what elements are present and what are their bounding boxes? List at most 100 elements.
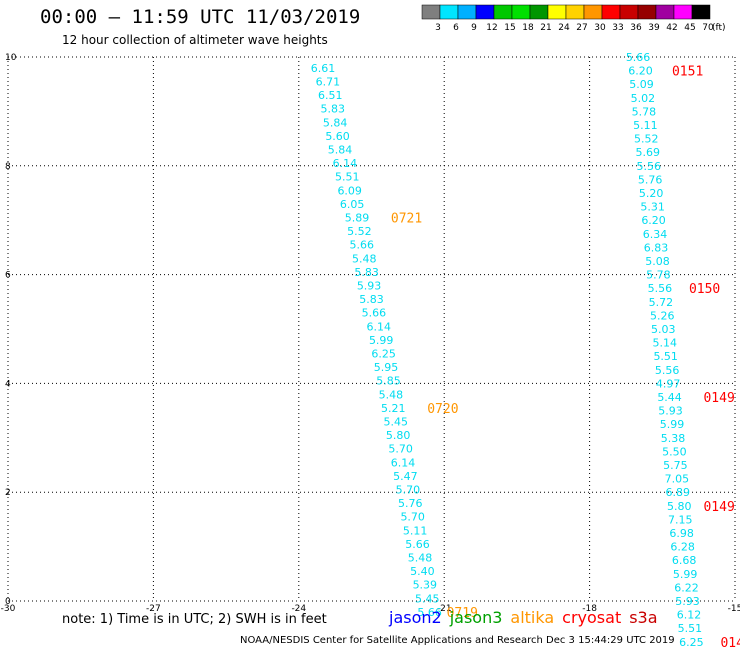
- wave-height-value: 5.50: [662, 445, 687, 458]
- wave-height-value: 6.25: [371, 347, 396, 360]
- colorbar-swatch: [583, 4, 603, 20]
- x-tick-label: -27: [146, 604, 161, 614]
- wave-height-value: 6.05: [340, 198, 365, 211]
- wave-height-value: 6.28: [670, 541, 695, 554]
- wave-height-value: 5.20: [639, 187, 664, 200]
- wave-height-value: 5.66: [405, 538, 430, 551]
- satellite-legend: jason2 jason3 altika cryosat s3a: [389, 608, 666, 627]
- wave-height-value: 5.60: [325, 130, 350, 143]
- wave-height-value: 5.39: [413, 579, 438, 592]
- wave-height-value: 5.38: [661, 432, 686, 445]
- wave-height-value: 5.72: [649, 296, 674, 309]
- colorbar-swatch: [601, 4, 621, 20]
- x-tick-label: -30: [1, 604, 16, 614]
- legend-s3a: s3a: [629, 608, 658, 627]
- wave-height-value: 5.48: [379, 388, 404, 401]
- wave-height-value: 5.85: [376, 375, 401, 388]
- colorbar-label: 39: [648, 23, 660, 33]
- colorbar-swatch: [619, 4, 639, 20]
- y-tick-label: 6: [5, 271, 11, 281]
- colorbar-label: 45: [684, 23, 695, 33]
- wave-height-value: 5.51: [653, 350, 678, 363]
- time-annotation: 0151: [672, 65, 703, 80]
- wave-height-value: 5.66: [626, 51, 651, 64]
- colorbar-label: 18: [522, 23, 534, 33]
- wave-height-value: 5.76: [638, 173, 663, 186]
- wave-height-value: 5.80: [667, 500, 692, 513]
- colorbar-label: 15: [504, 23, 515, 33]
- colorbar-swatch: [637, 4, 657, 20]
- wave-height-value: 5.51: [335, 171, 360, 184]
- y-tick-label: 0: [5, 597, 11, 607]
- colorbar-label: 30: [594, 23, 606, 33]
- colorbar-label: 3: [435, 23, 441, 33]
- page-title: 00:00 – 11:59 UTC 11/03/2019: [40, 6, 361, 28]
- wave-height-value: 5.93: [658, 405, 683, 418]
- wave-height-value: 5.84: [323, 116, 348, 129]
- wave-height-value: 5.48: [352, 252, 377, 265]
- wave-height-value: 6.25: [679, 636, 704, 649]
- wave-height-value: 6.71: [316, 75, 341, 88]
- colorbar: 3 6 9 12 15 18 21 24 27 30 33 36 39 42 45 70(ft): [421, 4, 726, 33]
- y-tick-label: 2: [5, 488, 11, 498]
- wave-height-value: 5.70: [396, 483, 421, 496]
- colorbar-label: 33: [612, 23, 623, 33]
- colorbar-label: 6: [453, 23, 459, 33]
- wave-height-value: 5.93: [357, 279, 382, 292]
- wave-height-value: 5.66: [417, 606, 442, 619]
- wave-height-value: 5.70: [400, 511, 425, 524]
- wave-height-value: 7.15: [668, 513, 693, 526]
- wave-height-value: 5.69: [636, 146, 661, 159]
- wave-height-value: 5.56: [636, 160, 661, 173]
- wave-height-value: 5.48: [408, 551, 433, 564]
- wave-height-value: 5.89: [345, 211, 370, 224]
- legend-jason3: jason3: [449, 608, 503, 627]
- wave-height-value: 5.70: [388, 443, 413, 456]
- x-tick-label: -24: [291, 604, 306, 614]
- wave-height-value: 5.56: [655, 364, 680, 377]
- y-tick-label: 4: [5, 379, 11, 389]
- colorbar-label: 21: [540, 23, 551, 33]
- wave-height-value: 5.83: [354, 266, 379, 279]
- footer-note: note: 1) Time is in UTC; 2) SWH is in fe…: [62, 612, 327, 627]
- wave-height-value: 5.78: [632, 105, 657, 118]
- wave-height-value: 6.14: [391, 456, 416, 469]
- wave-height-value: 5.52: [634, 133, 659, 146]
- legend-cryosat: cryosat: [562, 608, 622, 627]
- wave-height-value: 5.03: [651, 323, 676, 336]
- y-tick-label: 8: [5, 162, 11, 172]
- colorbar-label: 70: [702, 23, 714, 33]
- wave-height-value: 6.89: [666, 486, 691, 499]
- wave-height-value: 5.40: [410, 565, 435, 578]
- wave-height-value: 7.05: [665, 473, 690, 486]
- colorbar-unit: (ft): [712, 23, 726, 33]
- colorbar-swatch: [421, 4, 441, 20]
- wave-height-value: 5.99: [369, 334, 394, 347]
- colorbar-label: 42: [666, 23, 677, 33]
- wave-height-value: 6.51: [318, 89, 343, 102]
- legend-jason2: jason2: [389, 608, 442, 627]
- colorbar-label: 12: [486, 23, 497, 33]
- colorbar-label: 24: [558, 23, 570, 33]
- legend-altika: altika: [510, 608, 555, 627]
- wave-height-value: 5.47: [393, 470, 418, 483]
- wave-height-value: 6.61: [311, 62, 336, 75]
- wave-height-value: 4.97: [656, 377, 681, 390]
- colorbar-label: 27: [576, 23, 587, 33]
- wave-height-value: 5.02: [631, 92, 656, 105]
- wave-height-value: 5.83: [320, 103, 345, 116]
- colorbar-swatch: [511, 4, 531, 20]
- wave-height-value: 5.83: [359, 293, 384, 306]
- wave-height-value: 5.93: [675, 595, 700, 608]
- wave-height-value: 5.95: [374, 361, 399, 374]
- wave-height-value: 5.08: [645, 255, 670, 268]
- wave-height-value: 6.34: [643, 228, 668, 241]
- wave-height-value: 6.68: [672, 554, 697, 567]
- time-annotation: 0148: [720, 636, 740, 650]
- colorbar-swatch: [439, 4, 459, 20]
- x-tick-label: -15: [728, 604, 740, 614]
- wave-height-value: 5.45: [415, 592, 440, 605]
- wave-height-value: 5.78: [646, 269, 671, 282]
- colorbar-swatch: [565, 4, 585, 20]
- wave-height-value: 6.98: [669, 527, 694, 540]
